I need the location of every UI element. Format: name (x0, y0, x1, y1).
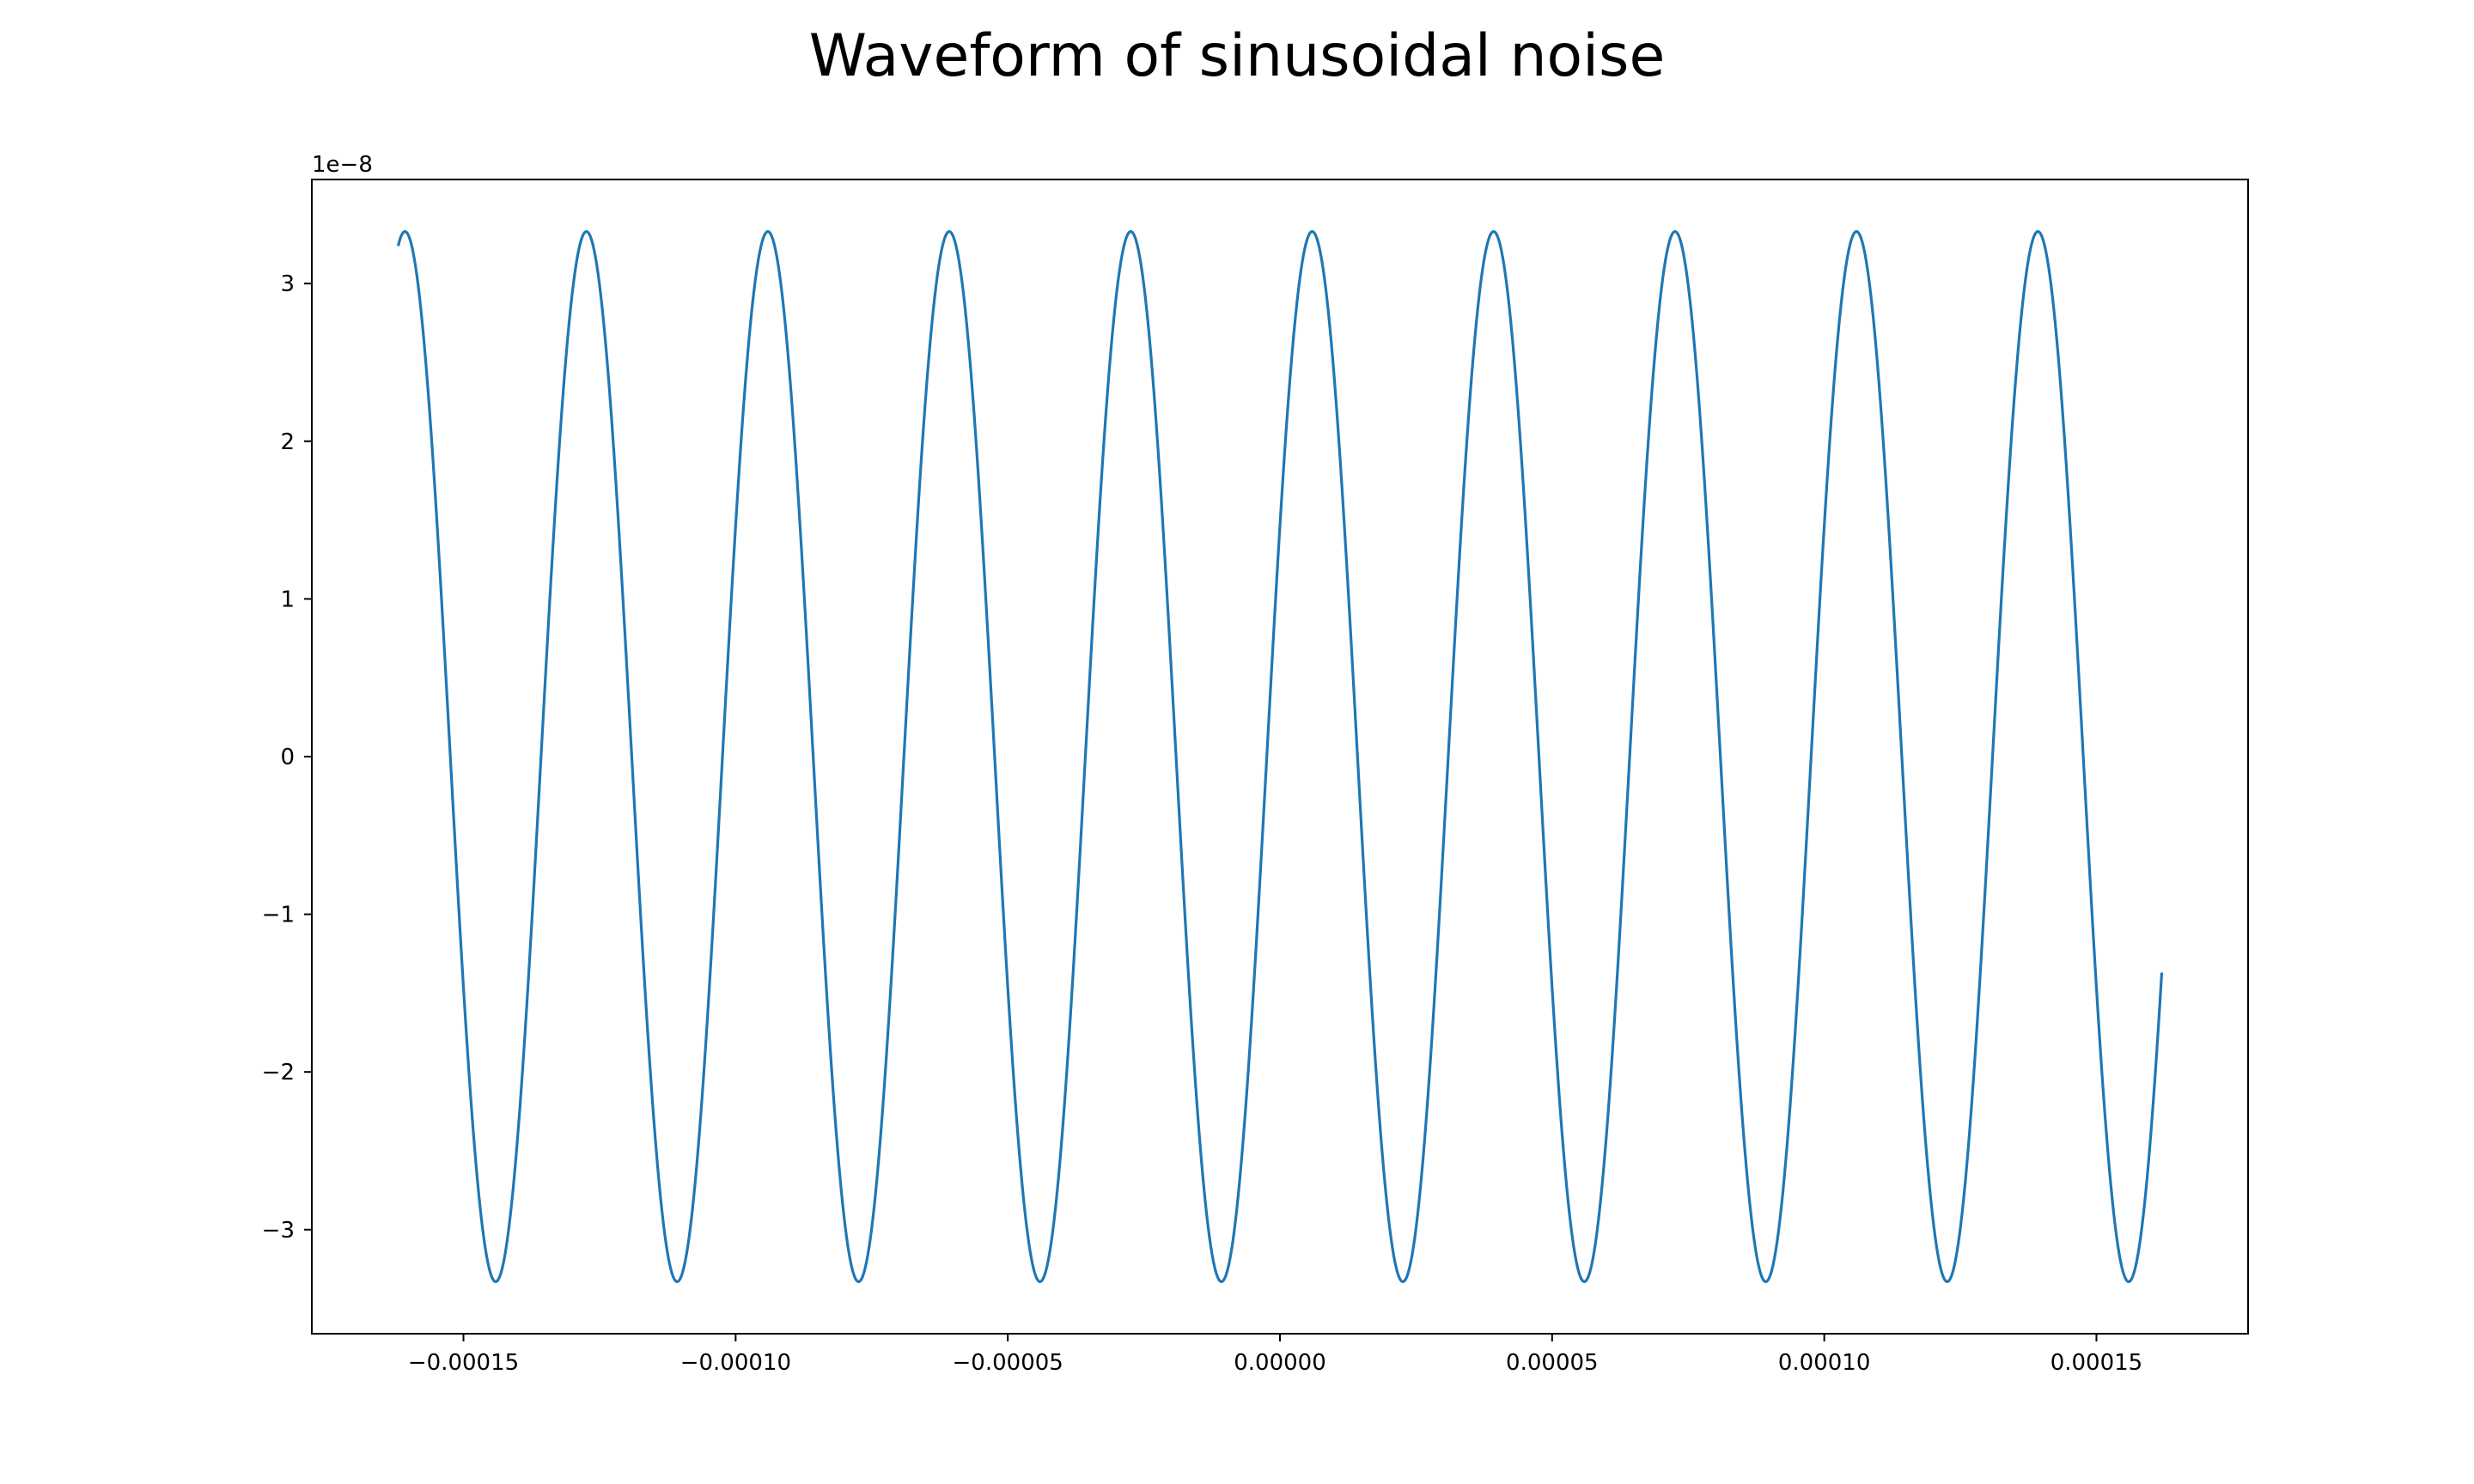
plot-frame (311, 179, 2249, 1335)
y-tick-label: 0 (280, 745, 295, 770)
x-axis: −0.00015 −0.00010 −0.00005 0.00000 0.00005 0.… (408, 1334, 2142, 1376)
y-axis: 3 2 1 0 −1 −2 −3 (262, 271, 312, 1244)
y-tick-label: 1 (280, 587, 295, 612)
chart-title: Waveform of sinusoidal noise (809, 22, 1666, 90)
x-tick-label: 0.00010 (1778, 1350, 1871, 1376)
y-tick-label: −3 (262, 1218, 295, 1244)
y-tick-label: −1 (262, 903, 295, 928)
x-tick-label: 0.00005 (1506, 1350, 1599, 1376)
y-tick-label: 3 (280, 271, 295, 297)
plot-area (396, 229, 2164, 1284)
y-offset-label: 1e−8 (312, 152, 373, 178)
y-tick-label: 2 (280, 429, 295, 455)
x-tick-label: −0.00015 (408, 1350, 519, 1376)
x-tick-label: 0.00015 (2050, 1350, 2143, 1376)
y-tick-label: −2 (262, 1060, 295, 1086)
x-tick-label: 0.00000 (1234, 1350, 1326, 1376)
series-line-0 (396, 229, 2164, 1284)
x-tick-label: −0.00005 (953, 1350, 1063, 1376)
x-tick-label: −0.00010 (680, 1350, 791, 1376)
